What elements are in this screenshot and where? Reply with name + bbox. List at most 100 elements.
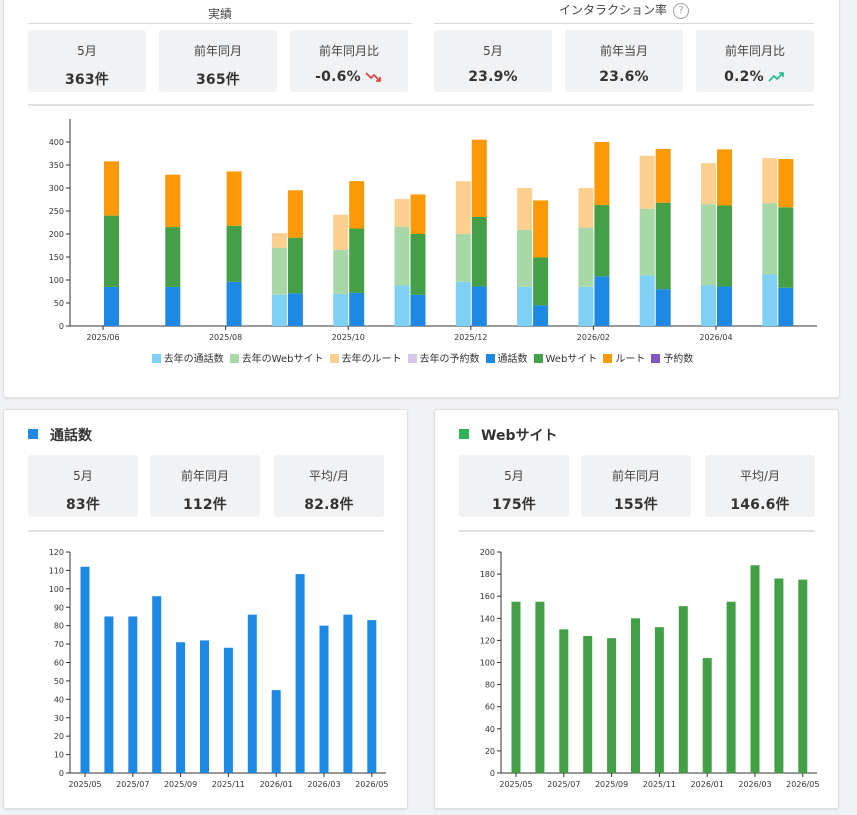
bar	[176, 642, 186, 773]
current-bar-segment	[533, 257, 549, 306]
stat-value: 155件	[613, 497, 659, 513]
prev-year-bar-segment	[578, 286, 594, 326]
y-tick-label: 150	[49, 253, 64, 262]
results-title: 実績	[207, 7, 232, 21]
current-bar-segment	[471, 139, 487, 217]
prev-year-bar-segment	[333, 214, 349, 250]
y-tick-label: 20	[485, 747, 495, 756]
legend-item[interactable]: 通話数	[485, 350, 528, 365]
y-tick-label: 300	[49, 184, 64, 193]
current-bar-segment	[165, 286, 181, 326]
y-tick-label: 10	[54, 751, 64, 760]
x-tick-label: 2026/02	[577, 333, 610, 342]
bar	[774, 578, 784, 773]
current-bar-segment	[226, 281, 242, 326]
stat-label: 5月	[483, 44, 503, 58]
y-tick-label: 50	[54, 677, 64, 686]
legend-item[interactable]: 去年の予約数	[407, 350, 480, 365]
bar	[295, 574, 305, 773]
stat-value: 112件	[182, 497, 228, 513]
current-bar-segment	[287, 190, 303, 238]
current-bar-segment	[655, 289, 671, 326]
x-tick-label: 2025/09	[164, 780, 197, 789]
help-icon[interactable]: ?	[673, 2, 689, 19]
stat-value: 83件	[65, 497, 101, 513]
website-card: Webサイト 5月 175件 前年同月 155件 平均/月 146.6件 0 20…	[434, 409, 839, 809]
legend-item[interactable]: 去年の通話数	[151, 350, 224, 365]
prev-year-bar-segment	[639, 275, 655, 326]
prev-year-bar-segment	[762, 203, 778, 275]
current-bar-segment	[104, 161, 119, 216]
bar	[104, 616, 114, 773]
current-bar-segment	[471, 286, 487, 326]
results-title-line	[28, 23, 412, 24]
x-tick-label: 2026/04	[699, 333, 732, 342]
prev-year-bar-segment	[455, 281, 471, 326]
y-tick-label: 350	[49, 161, 64, 170]
y-tick-label: 160	[480, 592, 495, 601]
current-bar-segment	[165, 174, 181, 228]
y-tick-label: 20	[54, 732, 64, 741]
stat-call-average: 平均/月 82.8件	[274, 455, 384, 517]
prev-year-bar-segment	[394, 285, 410, 326]
x-tick-label: 2025/07	[116, 780, 149, 789]
bar	[511, 601, 521, 773]
current-bar-segment	[226, 225, 242, 282]
stat-value: -0.6%	[315, 69, 361, 85]
stat-label: 平均/月	[308, 469, 350, 483]
legend-label: 去年の予約数	[419, 354, 480, 365]
current-bar-segment	[717, 205, 732, 287]
legend-item[interactable]: Webサイト	[533, 350, 597, 365]
prev-year-bar-segment	[578, 188, 594, 228]
divider	[28, 104, 814, 106]
y-tick-label: 200	[49, 230, 64, 239]
legend-label: 通話数	[497, 354, 528, 365]
y-tick-label: 70	[54, 640, 64, 649]
call-bar-chart: 0 10 20 30 40 50 60 70 80 90 100 110 120 2025/05 2025/…	[49, 548, 389, 789]
legend-item[interactable]: 去年のWebサイト	[229, 350, 324, 365]
prev-year-bar-segment	[333, 293, 349, 326]
current-bar-segment	[226, 171, 242, 226]
bar	[726, 601, 736, 773]
prev-year-bar-segment	[762, 274, 778, 326]
legend-label: ルート	[615, 354, 646, 365]
legend-item[interactable]: ルート	[603, 350, 645, 365]
x-tick-label: 2026/01	[691, 780, 724, 789]
current-bar-segment	[533, 200, 549, 258]
bar	[678, 606, 688, 773]
stat-call-prev-year: 前年同月 112件	[150, 455, 260, 517]
stat-web-month: 5月 175件	[459, 455, 569, 517]
legend-label: 去年のWebサイト	[241, 354, 324, 365]
stat-label: 前年当月	[599, 44, 648, 58]
prev-year-bar-segment	[455, 234, 471, 282]
stat-results-prev-year: 前年同月 365件	[159, 30, 277, 92]
card-title: Webサイト	[481, 428, 558, 444]
x-tick-label: 2025/11	[643, 780, 676, 789]
current-bar-segment	[594, 276, 610, 326]
performance-card: 実績 5月 363件 前年同月 365件 前年同月比 -0.6% インタラクショ…	[3, 0, 840, 398]
y-tick-label: 100	[480, 659, 495, 668]
interaction-title-line	[434, 23, 814, 24]
stat-value: 365件	[195, 72, 241, 88]
prev-year-bar-segment	[394, 199, 410, 227]
y-tick-label: 80	[54, 622, 64, 631]
bar	[319, 625, 329, 773]
stat-value: 363件	[64, 72, 110, 88]
website-bar-chart: 0 20 40 60 80 100 120 140 160 180 200 2025/05 2025/0…	[480, 548, 820, 789]
y-tick-label: 250	[49, 207, 64, 216]
y-tick-label: 120	[49, 548, 64, 557]
bar	[750, 565, 760, 773]
legend-item[interactable]: 予約数	[651, 350, 693, 365]
bar	[631, 618, 640, 773]
legend-item[interactable]: 去年のルート	[329, 350, 402, 365]
stat-label: 平均/月	[739, 469, 781, 483]
card-title-wrap: Webサイト	[459, 425, 557, 445]
stat-interaction-prev-year: 前年当月 23.6%	[565, 30, 683, 92]
legend-label: 予約数	[663, 354, 694, 365]
legend-swatch	[651, 354, 661, 363]
prev-year-bar-segment	[333, 249, 349, 294]
current-bar-segment	[594, 142, 610, 206]
y-tick-label: 400	[49, 138, 64, 147]
stat-label: 5月	[504, 469, 524, 483]
prev-year-bar-segment	[578, 227, 594, 287]
